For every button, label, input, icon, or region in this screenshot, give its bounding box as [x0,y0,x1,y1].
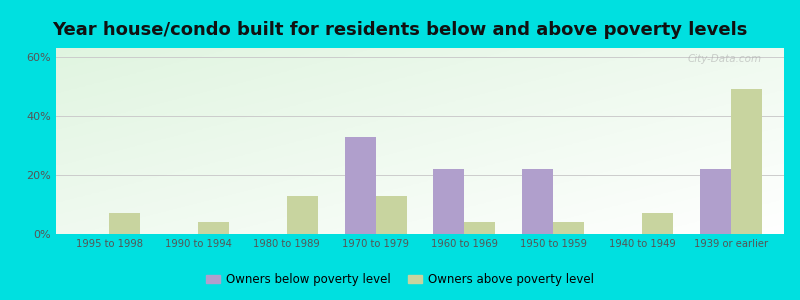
Bar [110,213,140,234]
Bar [700,169,730,234]
Bar [198,222,229,234]
Bar [345,136,376,234]
Bar [730,89,762,234]
Bar [553,222,584,234]
Bar [376,196,406,234]
Text: Year house/condo built for residents below and above poverty levels: Year house/condo built for residents bel… [52,21,748,39]
Bar [642,213,673,234]
Bar [522,169,553,234]
Legend: Owners below poverty level, Owners above poverty level: Owners below poverty level, Owners above… [201,269,599,291]
Text: City-Data.com: City-Data.com [688,54,762,64]
Bar [464,222,495,234]
Bar [287,196,318,234]
Bar [434,169,464,234]
